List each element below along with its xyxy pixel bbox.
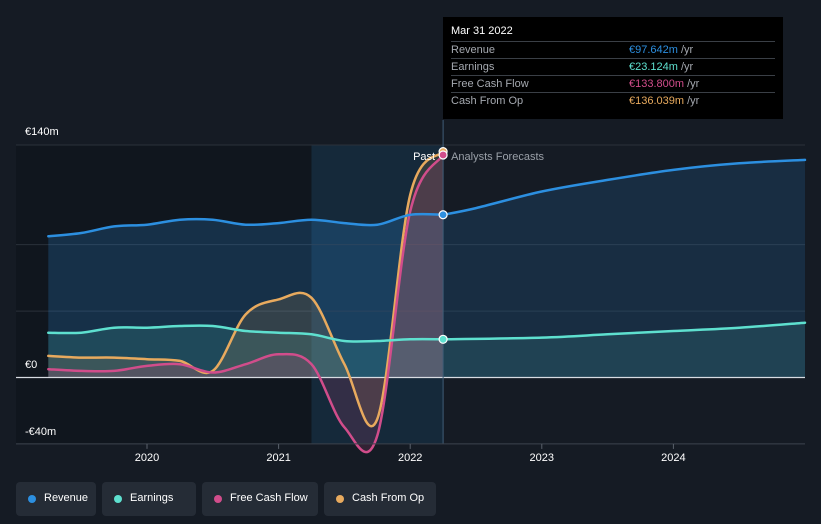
earnings-forecast-area (443, 322, 805, 378)
legend-item-revenue[interactable]: Revenue (16, 482, 96, 516)
legend-item-cash-from-op[interactable]: Cash From Op (324, 482, 436, 516)
tooltip-value: €23.124m (629, 61, 678, 73)
fcf-line (47, 153, 445, 454)
tooltip-label: Revenue (451, 44, 496, 56)
y-tick-label-top: €140m (25, 126, 59, 138)
earnings-dot-icon (114, 495, 122, 503)
legend-label: Earnings (130, 492, 174, 504)
tooltip-value: €97.642m (629, 44, 678, 56)
earnings-marker (438, 334, 448, 344)
tooltip-row-cfo: Cash From Op €136.039m /yr (451, 92, 775, 110)
tooltip-unit: /yr (677, 44, 694, 56)
free-cash-flow-dot-icon (214, 495, 222, 503)
legend-label: Revenue (44, 492, 89, 504)
x-tick-label: 2020 (135, 452, 159, 464)
tooltip-row-fcf: Free Cash Flow €133.800m /yr (451, 75, 775, 93)
cfo-area (48, 151, 444, 427)
tooltip-row-earnings: Earnings €23.124m /yr (451, 58, 775, 76)
tooltip-row-revenue: Revenue €97.642m /yr (451, 41, 775, 59)
tooltip-value: €136.039m (629, 95, 685, 107)
highlight-region (311, 145, 444, 444)
y-tick-label-zero: €0 (25, 359, 38, 371)
revenue-area (48, 214, 444, 378)
x-tick-label: 2024 (661, 452, 685, 464)
x-tick-label: 2021 (266, 452, 290, 464)
earnings-forecast-line (441, 321, 807, 341)
x-tick-label: 2023 (530, 452, 554, 464)
revenue-line (47, 212, 445, 238)
revenue-dot-icon (28, 495, 36, 503)
fcf-marker (438, 150, 448, 160)
tooltip-label: Free Cash Flow (451, 78, 529, 90)
tooltip-label: Cash From Op (451, 95, 524, 107)
legend-label: Free Cash Flow (230, 492, 308, 504)
legend-item-free-cash-flow[interactable]: Free Cash Flow (202, 482, 318, 516)
cash-from-op-dot-icon (336, 495, 344, 503)
tooltip-unit: /yr (684, 95, 700, 107)
tooltip-date: Mar 31 2022 (451, 25, 513, 37)
cfo-line (47, 150, 445, 428)
financial-chart: Past Analysts Forecasts 2020 2021 2022 2023 20… (16, 120, 807, 464)
past-label: Past (413, 151, 435, 163)
revenue-forecast-line (441, 158, 807, 217)
tooltip-label: Earnings (451, 61, 495, 73)
forecast-label: Analysts Forecasts (451, 151, 544, 163)
y-tick-label-bottom: -€40m (25, 426, 57, 438)
data-tooltip: Mar 31 2022 Revenue €97.642m /yr Earning… (443, 17, 783, 119)
revenue-marker (438, 210, 448, 220)
tooltip-value: €133.800m (629, 78, 685, 90)
revenue-forecast-area (443, 159, 805, 378)
tooltip-unit: /yr (677, 61, 694, 73)
x-tick-label: 2022 (398, 452, 422, 464)
earnings-line (47, 324, 445, 343)
legend-item-earnings[interactable]: Earnings (102, 482, 196, 516)
legend-label: Cash From Op (352, 492, 425, 504)
tooltip-unit: /yr (684, 78, 700, 90)
